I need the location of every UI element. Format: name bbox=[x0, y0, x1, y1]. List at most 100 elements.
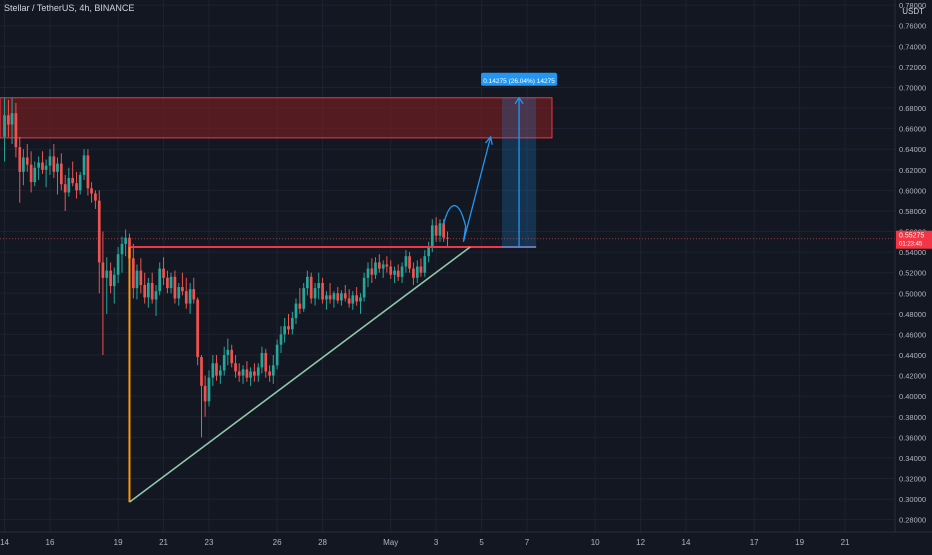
candle-down[interactable] bbox=[264, 348, 268, 378]
candle-down[interactable] bbox=[309, 272, 313, 304]
candle-up[interactable] bbox=[427, 241, 430, 263]
candle-up[interactable] bbox=[302, 282, 306, 312]
candle-down[interactable] bbox=[321, 277, 324, 304]
candle-up[interactable] bbox=[332, 291, 336, 308]
candle-up[interactable] bbox=[3, 97, 6, 162]
candle-up[interactable] bbox=[241, 365, 245, 384]
candle-down[interactable] bbox=[181, 272, 184, 296]
candle-down[interactable] bbox=[150, 272, 154, 304]
candle-down[interactable] bbox=[86, 149, 90, 196]
ascending-trendline[interactable] bbox=[129, 246, 471, 503]
candle-down[interactable] bbox=[298, 288, 302, 314]
candle-up[interactable] bbox=[415, 260, 419, 283]
candle-down[interactable] bbox=[408, 252, 411, 273]
candle-down[interactable] bbox=[378, 254, 381, 273]
candle-down[interactable] bbox=[52, 144, 56, 179]
candle-down[interactable] bbox=[370, 258, 374, 283]
candle-up[interactable] bbox=[105, 257, 109, 314]
candle-down[interactable] bbox=[234, 355, 237, 378]
candle-down[interactable] bbox=[196, 297, 199, 366]
candle-down[interactable] bbox=[253, 363, 256, 382]
candle-down[interactable] bbox=[237, 363, 241, 382]
candle-up[interactable] bbox=[256, 363, 260, 382]
candle-up[interactable] bbox=[120, 236, 124, 273]
candle-up[interactable] bbox=[294, 298, 298, 325]
candle-down[interactable] bbox=[14, 102, 18, 158]
time-axis-panel[interactable] bbox=[0, 532, 932, 550]
candle-up[interactable] bbox=[188, 282, 192, 314]
candle-down[interactable] bbox=[59, 153, 63, 191]
candle-down[interactable] bbox=[109, 262, 112, 294]
candle-up[interactable] bbox=[381, 260, 385, 278]
candle-down[interactable] bbox=[143, 272, 147, 304]
candle-down[interactable] bbox=[29, 151, 33, 193]
candle-down[interactable] bbox=[355, 287, 358, 306]
candle-up[interactable] bbox=[290, 311, 294, 335]
candle-up[interactable] bbox=[154, 285, 158, 316]
candle-down[interactable] bbox=[396, 264, 400, 281]
candle-up[interactable] bbox=[56, 157, 59, 195]
candle-down[interactable] bbox=[347, 289, 351, 308]
candle-up[interactable] bbox=[226, 338, 230, 366]
candle-up[interactable] bbox=[44, 159, 48, 188]
candle-down[interactable] bbox=[184, 277, 188, 309]
candle-up[interactable] bbox=[438, 219, 442, 242]
candle-down[interactable] bbox=[389, 260, 393, 279]
candle-down[interactable] bbox=[287, 313, 290, 335]
candle-down[interactable] bbox=[192, 277, 196, 304]
candle-down[interactable] bbox=[75, 171, 78, 199]
candle-down[interactable] bbox=[131, 243, 135, 299]
candle-up[interactable] bbox=[271, 355, 275, 384]
candle-up[interactable] bbox=[260, 346, 264, 374]
candle-down[interactable] bbox=[90, 182, 93, 203]
candle-up[interactable] bbox=[177, 282, 181, 306]
candle-down[interactable] bbox=[18, 136, 22, 203]
candle-down[interactable] bbox=[245, 361, 249, 382]
candle-up[interactable] bbox=[393, 266, 396, 283]
candle-up[interactable] bbox=[359, 293, 362, 314]
candle-up[interactable] bbox=[48, 149, 52, 175]
candle-up[interactable] bbox=[78, 171, 82, 195]
candle-down[interactable] bbox=[446, 231, 449, 248]
candle-down[interactable] bbox=[166, 270, 169, 294]
candle-down[interactable] bbox=[412, 262, 415, 286]
candle-up[interactable] bbox=[275, 339, 279, 370]
candle-up[interactable] bbox=[146, 277, 150, 308]
candle-up[interactable] bbox=[366, 262, 370, 288]
candle-down[interactable] bbox=[343, 285, 347, 302]
candle-up[interactable] bbox=[33, 161, 37, 187]
candle-up[interactable] bbox=[249, 367, 252, 386]
candle-up[interactable] bbox=[400, 262, 404, 283]
candle-up[interactable] bbox=[22, 149, 25, 186]
candle-up[interactable] bbox=[340, 290, 343, 306]
candle-down[interactable] bbox=[385, 256, 389, 273]
candle-down[interactable] bbox=[419, 258, 423, 277]
candle-up[interactable] bbox=[169, 272, 173, 294]
candle-up[interactable] bbox=[211, 355, 215, 386]
candle-up[interactable] bbox=[351, 291, 355, 310]
candle-up[interactable] bbox=[283, 317, 286, 343]
candle-up[interactable] bbox=[325, 291, 328, 310]
candle-up[interactable] bbox=[124, 229, 127, 257]
candle-up[interactable] bbox=[404, 250, 408, 273]
candle-up[interactable] bbox=[82, 149, 86, 181]
candle-up[interactable] bbox=[218, 365, 222, 384]
candle-down[interactable] bbox=[328, 282, 332, 304]
candle-up[interactable] bbox=[313, 282, 317, 306]
candle-down[interactable] bbox=[71, 161, 75, 187]
candle-up[interactable] bbox=[158, 262, 162, 296]
candle-up[interactable] bbox=[423, 250, 427, 277]
candle-up[interactable] bbox=[222, 346, 226, 376]
candle-down[interactable] bbox=[434, 217, 438, 242]
candle-up[interactable] bbox=[67, 167, 71, 197]
candle-up[interactable] bbox=[116, 246, 120, 283]
candle-down[interactable] bbox=[139, 258, 143, 294]
candle-down[interactable] bbox=[25, 144, 29, 172]
candle-down[interactable] bbox=[94, 190, 97, 209]
candle-up[interactable] bbox=[317, 272, 321, 300]
candle-down[interactable] bbox=[200, 355, 203, 438]
candle-down[interactable] bbox=[203, 375, 207, 417]
candle-up[interactable] bbox=[207, 370, 211, 407]
projection-arrow-path[interactable] bbox=[442, 136, 492, 242]
